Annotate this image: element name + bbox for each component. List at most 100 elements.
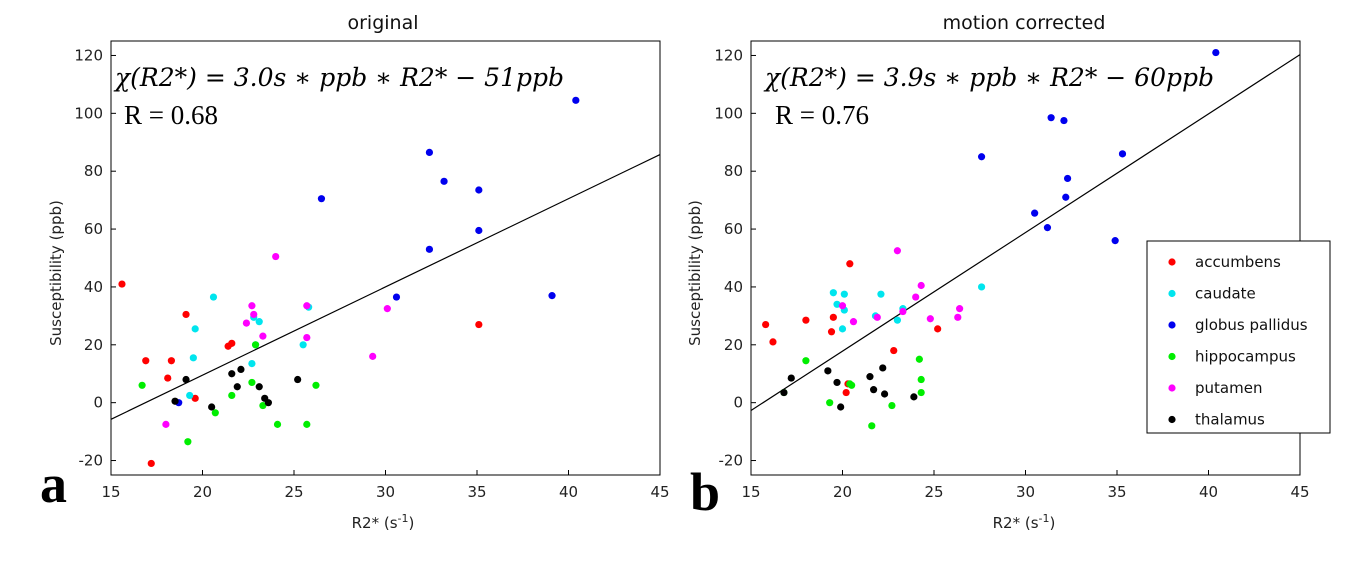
- y-tick-label-motion-corrected-0: -20: [719, 452, 744, 470]
- x-axis-label-original: R2* (s-1): [352, 512, 415, 532]
- point-accumbens-motion-corrected-3: [827, 328, 836, 336]
- point-thalamus-motion-corrected-3: [833, 378, 841, 387]
- point-caudate-original-7: [255, 318, 263, 326]
- point-accumbens-original-0: [118, 280, 126, 288]
- point-thalamus-original-1: [182, 375, 190, 384]
- point-hippocampus-original-9: [312, 381, 320, 389]
- x-tick-label-original-4: 35: [467, 483, 486, 501]
- legend-marker-hippocampus: [1168, 352, 1176, 361]
- point-thalamus-original-6: [255, 383, 263, 391]
- point-globus-pallidus-motion-corrected-0: [977, 153, 986, 161]
- x-axis-label-motion-corrected: R2* (s-1): [993, 512, 1056, 532]
- point-caudate-motion-corrected-3: [838, 325, 847, 333]
- point-putamen-motion-corrected-8: [954, 313, 962, 321]
- marks-motion-corrected: [750, 48, 1301, 430]
- y-tick-label-motion-corrected-5: 80: [724, 162, 743, 180]
- point-globus-pallidus-original-5: [440, 177, 448, 185]
- legend-marker-caudate: [1168, 289, 1176, 298]
- panel-letter-b: b: [690, 462, 720, 522]
- point-hippocampus-original-5: [251, 341, 260, 349]
- x-tick-label-original-2: 25: [284, 483, 303, 501]
- point-globus-pallidus-original-2: [392, 293, 401, 301]
- point-hippocampus-motion-corrected-5: [888, 401, 896, 410]
- point-thalamus-motion-corrected-7: [879, 364, 887, 372]
- point-thalamus-motion-corrected-0: [780, 388, 788, 397]
- point-caudate-motion-corrected-1: [833, 300, 841, 308]
- x-tick-label-original-5: 40: [559, 483, 578, 501]
- point-putamen-original-4: [259, 332, 267, 340]
- legend: accumbens caudate globus pallidus hippocamp…: [1146, 240, 1331, 434]
- panel-title-motion-corrected: motion corrected: [943, 12, 1106, 34]
- point-globus-pallidus-original-9: [572, 96, 580, 104]
- point-thalamus-original-5: [237, 365, 245, 373]
- legend-marker-thalamus: [1168, 415, 1176, 424]
- point-putamen-original-2: [248, 302, 256, 310]
- point-putamen-motion-corrected-0: [838, 302, 847, 310]
- y-tick-label-original-7: 120: [74, 46, 103, 64]
- point-caudate-original-0: [191, 325, 199, 333]
- y-tick-label-original-3: 40: [84, 278, 103, 296]
- point-hippocampus-original-4: [248, 378, 256, 387]
- y-tick-label-original-1: 0: [93, 394, 103, 412]
- point-accumbens-original-9: [475, 320, 483, 329]
- legend-label-globus-pallidus: globus pallidus: [1195, 316, 1308, 334]
- plot-frame-original: [110, 40, 661, 476]
- point-putamen-motion-corrected-2: [873, 313, 881, 321]
- point-caudate-motion-corrected-7: [893, 316, 902, 324]
- point-accumbens-motion-corrected-0: [762, 320, 770, 329]
- point-caudate-motion-corrected-9: [977, 283, 986, 291]
- point-accumbens-original-8: [147, 459, 155, 468]
- point-globus-pallidus-motion-corrected-2: [1043, 224, 1052, 232]
- legend-label-putamen: putamen: [1195, 379, 1262, 397]
- x-tick-label-original-0: 15: [101, 483, 120, 501]
- legend-label-accumbens: accumbens: [1195, 253, 1281, 271]
- x-tick-label-motion-corrected-1: 20: [833, 483, 852, 501]
- point-putamen-original-1: [242, 319, 251, 327]
- correlation-original: R = 0.68: [124, 100, 218, 130]
- point-globus-pallidus-original-8: [548, 292, 556, 300]
- point-hippocampus-motion-corrected-7: [917, 375, 925, 384]
- point-hippocampus-original-0: [138, 381, 146, 389]
- point-caudate-original-2: [189, 354, 197, 362]
- y-tick-label-original-2: 20: [84, 336, 103, 354]
- y-tick-label-original-5: 80: [84, 162, 103, 180]
- y-axis-label-original: Susceptibility (ppb): [47, 200, 65, 346]
- point-putamen-motion-corrected-4: [899, 307, 907, 316]
- point-globus-pallidus-motion-corrected-1: [1031, 209, 1039, 217]
- x-tick-label-original-3: 30: [376, 483, 395, 501]
- point-accumbens-motion-corrected-1: [769, 338, 777, 346]
- point-putamen-original-7: [303, 333, 311, 342]
- point-globus-pallidus-motion-corrected-5: [1062, 193, 1070, 201]
- point-accumbens-motion-corrected-8: [934, 325, 942, 333]
- point-thalamus-motion-corrected-1: [787, 374, 795, 382]
- point-accumbens-motion-corrected-6: [846, 260, 854, 268]
- point-thalamus-original-9: [294, 375, 302, 384]
- point-putamen-motion-corrected-6: [917, 281, 925, 290]
- point-thalamus-motion-corrected-9: [910, 393, 918, 401]
- point-hippocampus-motion-corrected-6: [915, 355, 923, 363]
- point-putamen-motion-corrected-7: [926, 315, 934, 323]
- legend-marker-accumbens: [1168, 258, 1176, 266]
- point-putamen-motion-corrected-1: [849, 318, 858, 326]
- point-globus-pallidus-motion-corrected-3: [1047, 114, 1055, 122]
- y-tick-label-motion-corrected-1: 0: [733, 394, 743, 412]
- point-putamen-original-5: [272, 252, 280, 261]
- y-tick-label-original-4: 60: [84, 220, 103, 238]
- point-globus-pallidus-motion-corrected-8: [1118, 150, 1127, 158]
- point-globus-pallidus-motion-corrected-9: [1212, 48, 1220, 57]
- point-hippocampus-motion-corrected-2: [826, 399, 834, 407]
- panel-title-original: original: [347, 12, 418, 34]
- point-thalamus-original-3: [228, 370, 236, 378]
- point-accumbens-motion-corrected-4: [829, 313, 837, 321]
- point-putamen-original-9: [383, 305, 391, 313]
- point-hippocampus-original-2: [211, 409, 219, 417]
- legend-label-hippocampus: hippocampus: [1195, 348, 1296, 366]
- y-tick-label-motion-corrected-3: 40: [724, 278, 743, 296]
- fit-equation-motion-corrected: χ(R2*) = 3.9s ∗ ppb ∗ R2* − 60ppb: [763, 63, 1214, 92]
- point-thalamus-motion-corrected-6: [870, 386, 878, 394]
- x-tick-label-motion-corrected-2: 25: [924, 483, 943, 501]
- point-accumbens-motion-corrected-7: [890, 346, 898, 355]
- point-globus-pallidus-original-6: [475, 186, 483, 194]
- point-caudate-original-4: [248, 360, 256, 368]
